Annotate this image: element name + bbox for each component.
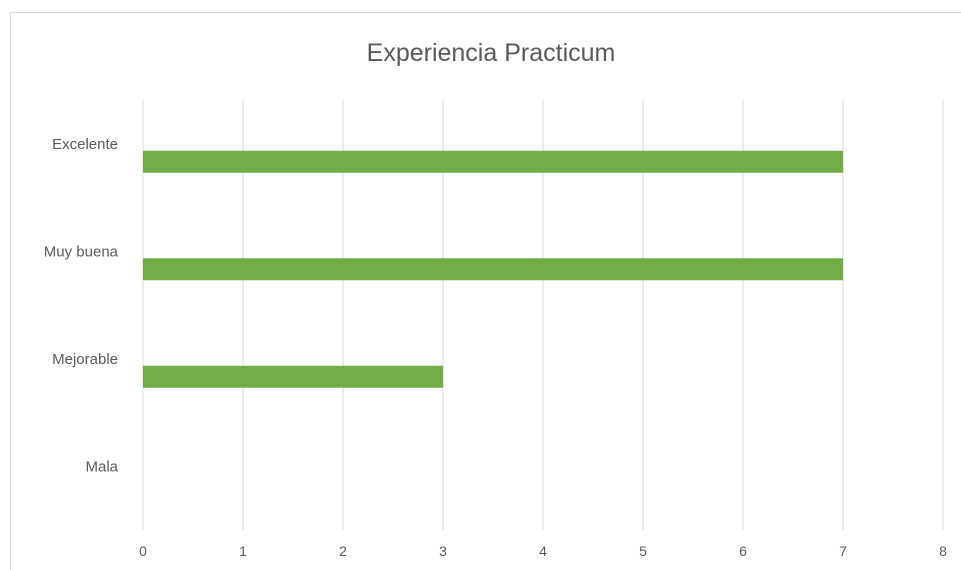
category-label: Excelente: [52, 136, 118, 153]
bar-muy-buena: [143, 258, 843, 281]
x-tick-label: 2: [339, 543, 347, 559]
category-label: Mala: [85, 458, 118, 475]
chart-title: Experiencia Practicum: [367, 39, 616, 67]
category-label: Muy buena: [44, 243, 119, 260]
category-labels: Excelente Muy buena Mejorable Mala: [44, 136, 119, 476]
x-tick-label: 0: [139, 543, 147, 559]
category-label: Mejorable: [52, 351, 118, 368]
x-tick-label: 6: [739, 543, 747, 559]
x-tick-label: 3: [439, 543, 447, 559]
chart-frame: [10, 12, 961, 570]
x-tick-label: 5: [639, 543, 647, 559]
x-tick-label: 7: [839, 543, 847, 559]
bars: [143, 150, 843, 388]
x-tick-label: 8: [939, 543, 947, 559]
bar-excelente: [143, 150, 843, 173]
x-tick-label: 1: [239, 543, 247, 559]
x-tick-label: 4: [539, 543, 547, 559]
bar-mejorable: [143, 365, 443, 388]
x-axis-tick-labels: 0 1 2 3 4 5 6 7 8: [139, 543, 947, 559]
